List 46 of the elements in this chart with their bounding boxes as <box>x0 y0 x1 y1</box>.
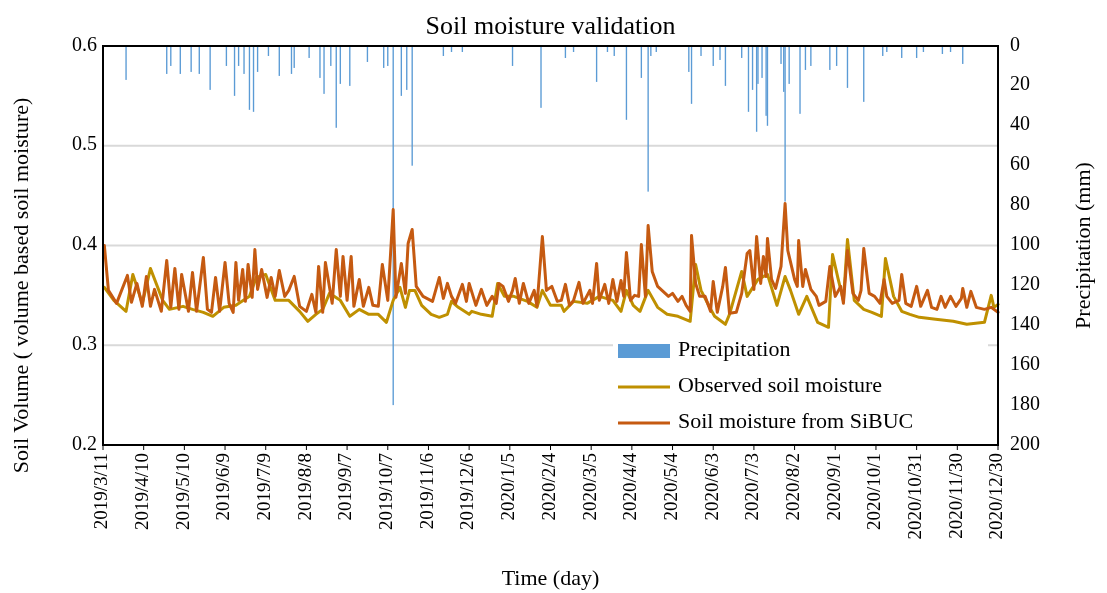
y2-tick-label: 120 <box>1010 271 1040 294</box>
x-tick-label: 2020/4/4 <box>619 452 641 521</box>
x-tick-label: 2020/3/5 <box>578 453 600 521</box>
x-tick-label: 2019/11/6 <box>415 453 437 530</box>
x-tick-label: 2019/12/6 <box>456 453 478 531</box>
y2-tick-label: 100 <box>1010 232 1040 255</box>
x-tick-label: 2020/5/4 <box>659 452 681 521</box>
y2-tick-label: 60 <box>1010 152 1030 175</box>
x-tick-label: 2020/6/3 <box>700 453 722 521</box>
y-tick-label: 0.3 <box>72 331 97 354</box>
x-tick-label: 2019/7/9 <box>253 453 275 521</box>
legend-label: Soil moisture from SiBUC <box>678 408 914 434</box>
x-tick-label: 2020/7/3 <box>741 453 763 521</box>
y2-tick-label: 160 <box>1010 351 1040 374</box>
x-tick-label: 2020/10/1 <box>863 453 885 531</box>
x-tick-label: 2019/6/9 <box>212 453 234 521</box>
x-axis-title: Time (day) <box>501 565 600 590</box>
x-tick-label: 2019/8/8 <box>293 453 315 521</box>
y2-tick-label: 180 <box>1010 391 1040 414</box>
y-tick-label: 0.2 <box>72 431 97 454</box>
legend-label: Precipitation <box>678 336 791 362</box>
x-tick-label: 2019/10/7 <box>375 453 397 531</box>
x-tick-label: 2020/2/4 <box>537 452 559 521</box>
x-tick-label: 2019/5/10 <box>171 453 193 531</box>
y2-tick-label: 80 <box>1010 192 1030 215</box>
legend-label: Observed soil moisture <box>678 372 883 398</box>
y2-tick-label: 0 <box>1010 32 1020 55</box>
x-tick-label: 2020/11/30 <box>944 453 966 539</box>
y-tick-label: 0.6 <box>72 32 97 55</box>
x-tick-label: 2020/1/5 <box>497 453 519 521</box>
x-tick-label: 2020/12/30 <box>985 453 1007 540</box>
x-tick-label: 2019/9/7 <box>334 453 356 521</box>
y2-tick-label: 200 <box>1010 431 1040 454</box>
y2-tick-label: 20 <box>1010 72 1030 95</box>
y-tick-label: 0.5 <box>72 132 97 155</box>
y-tick-label: 0.4 <box>72 232 97 255</box>
x-tick-label: 2019/3/11 <box>90 453 112 530</box>
y2-tick-label: 40 <box>1010 112 1030 135</box>
x-tick-label: 2020/9/1 <box>822 453 844 521</box>
x-tick-label: 2020/10/31 <box>904 453 925 540</box>
y-axis-title: Soil Volume ( volume based soil moisture) <box>8 97 33 474</box>
x-tick-label: 2020/8/2 <box>781 453 803 521</box>
y2-tick-label: 140 <box>1010 311 1040 334</box>
chart-title: Soil moisture validation <box>425 11 676 40</box>
y2-axis-title: Precipitation (mm) <box>1070 162 1095 329</box>
x-tick-label: 2019/4/10 <box>131 453 153 531</box>
